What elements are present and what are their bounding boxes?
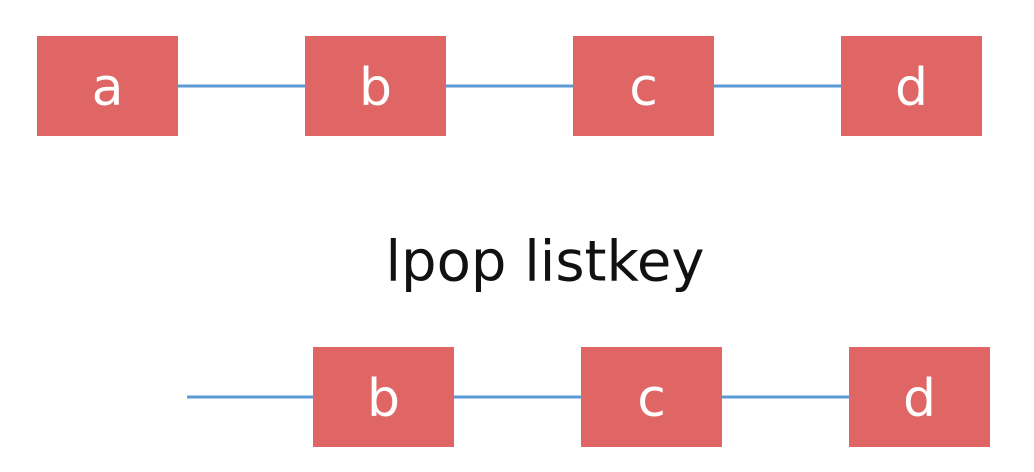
after-node-d xyxy=(849,347,990,447)
before-list: a b c d xyxy=(37,36,982,136)
before-node-b xyxy=(305,36,446,136)
before-node-a xyxy=(37,36,178,136)
command-label: lpop listkey xyxy=(386,230,705,295)
after-node-label-d: d xyxy=(903,369,936,429)
before-node-d xyxy=(841,36,982,136)
before-node-label-b: b xyxy=(359,58,392,118)
before-node-label-c: c xyxy=(629,58,658,118)
after-list: b c d xyxy=(187,347,990,447)
before-node-label-d: d xyxy=(895,58,928,118)
before-node-label-a: a xyxy=(92,58,124,118)
after-node-label-c: c xyxy=(637,369,666,429)
before-node-c xyxy=(573,36,714,136)
after-node-label-b: b xyxy=(367,369,400,429)
after-node-c xyxy=(581,347,722,447)
after-node-b xyxy=(313,347,454,447)
